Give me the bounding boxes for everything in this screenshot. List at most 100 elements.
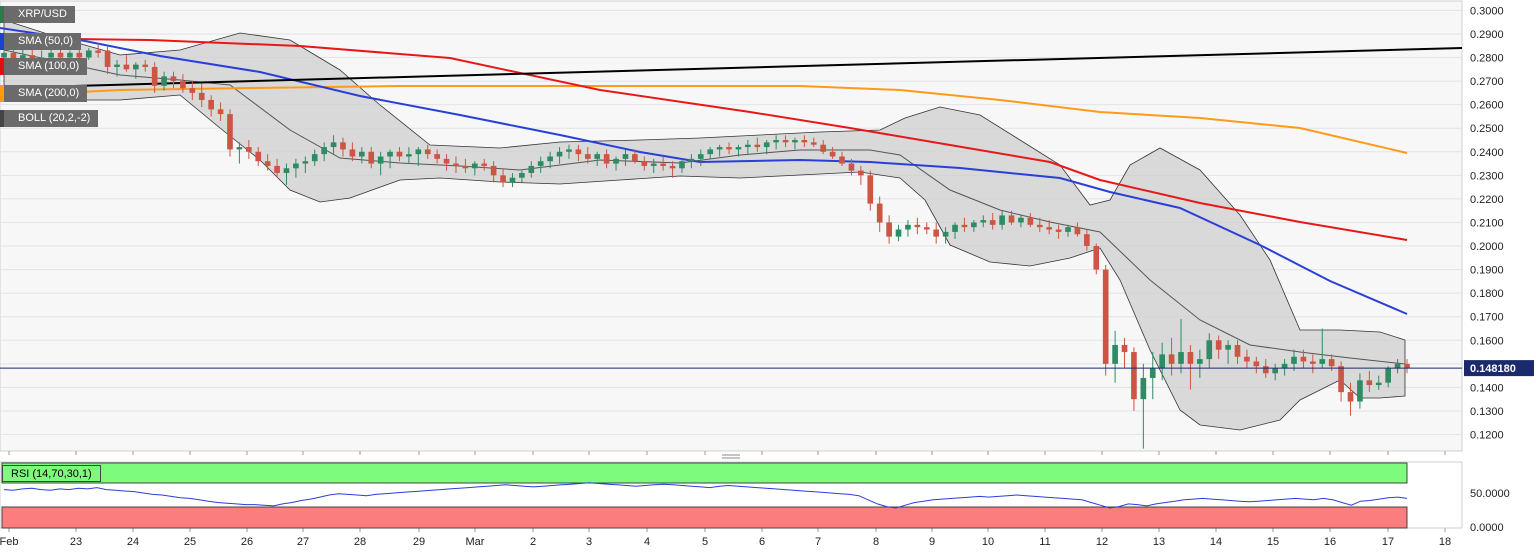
legend-boll[interactable]: BOLL (20,2,-2) — [0, 110, 99, 127]
x-tick-label: 23 — [70, 536, 82, 548]
candle-body — [999, 215, 1005, 225]
candle-body — [1036, 224, 1043, 228]
rsi-legend[interactable]: RSI (14,70,30,1) — [2, 465, 101, 482]
current-price-label: 0.148180 — [1470, 363, 1516, 375]
candle-body — [1187, 352, 1194, 364]
legend-xrp-usd[interactable]: XRP/USD — [0, 6, 75, 23]
x-tick-label: 6 — [759, 536, 765, 548]
candle-body — [227, 114, 233, 150]
candle-body — [641, 161, 648, 166]
y-tick-label: 0.1900 — [1470, 265, 1504, 277]
legend-sma-200[interactable]: SMA (200,0) — [0, 85, 88, 102]
candle-body — [10, 52, 17, 63]
candle-body — [104, 50, 111, 67]
candle-body — [1131, 352, 1137, 400]
candle-body — [368, 151, 375, 164]
candle-body — [330, 142, 337, 148]
candle-body — [340, 142, 346, 150]
candle-body — [1149, 368, 1156, 378]
legend-label: SMA (100,0) — [18, 60, 80, 72]
candle-body — [971, 222, 977, 228]
rsi-oversold-zone — [1, 506, 1408, 529]
x-tick-label: 10 — [982, 536, 994, 548]
candle-body — [1018, 217, 1024, 223]
candle-body — [782, 140, 789, 143]
y-tick-label: 0.3000 — [1470, 5, 1504, 17]
legend-label: SMA (200,0) — [18, 87, 80, 99]
x-tick-label: 8 — [873, 536, 879, 548]
candle-body — [905, 224, 911, 230]
candle-body — [1084, 234, 1090, 247]
candle-body — [876, 203, 883, 223]
x-tick-label: 26 — [241, 536, 253, 548]
candle-body — [453, 163, 459, 166]
candle-body — [1319, 359, 1326, 364]
candle-body — [170, 76, 177, 82]
candle-body — [1178, 352, 1184, 364]
legend-label: BOLL (20,2,-2) — [18, 112, 91, 124]
x-tick-label: 11 — [1039, 536, 1050, 548]
candle-body — [735, 147, 742, 150]
candle-body — [1027, 217, 1034, 225]
candle-body — [387, 151, 393, 157]
candle-body — [688, 158, 695, 162]
candle-body — [1159, 354, 1166, 369]
candle-body — [1206, 340, 1213, 360]
x-tick-label: 16 — [1324, 536, 1336, 548]
candle-body — [1244, 356, 1250, 362]
candle-body — [726, 147, 732, 150]
candle-body — [208, 99, 214, 110]
candle-body — [1121, 344, 1128, 353]
candle-body — [556, 151, 563, 157]
legend-sma-50[interactable]: SMA (50,0) — [0, 33, 82, 50]
current-price-label-bg — [1464, 360, 1534, 377]
candle-body — [594, 154, 601, 159]
candle-body — [603, 154, 610, 164]
candle-body — [1225, 344, 1231, 350]
y-tick-label: 0.2900 — [1470, 29, 1504, 41]
candle-body — [424, 149, 431, 155]
candle-body — [1375, 382, 1382, 386]
x-tick-label: 3 — [586, 536, 592, 548]
candle-body — [745, 144, 751, 148]
x-tick-label: 9 — [929, 536, 935, 548]
candle-body — [1281, 363, 1288, 369]
legend-sma-100[interactable]: SMA (100,0) — [0, 58, 88, 75]
x-tick-label: 2 — [530, 536, 536, 548]
candle-body — [895, 229, 902, 237]
candle-body — [471, 163, 478, 169]
candle-body — [274, 165, 280, 173]
candle-body — [575, 149, 582, 155]
x-tick-label: 27 — [297, 536, 309, 548]
x-tick-label: 25 — [184, 536, 196, 548]
candle-body — [923, 227, 930, 230]
candle-body — [1385, 368, 1391, 383]
sma-100-line — [0, 37, 1408, 241]
legend-label: SMA (50,0) — [18, 35, 74, 47]
candle-body — [566, 149, 572, 152]
candle-body — [810, 142, 817, 145]
candle-body — [283, 168, 290, 173]
candle-body — [961, 224, 968, 228]
y-tick-label: 0.2800 — [1470, 53, 1504, 65]
y-tick-label: 0.2500 — [1470, 123, 1504, 135]
y-tick-label: 0.2700 — [1470, 76, 1504, 88]
candle-body — [763, 142, 770, 148]
candle-body — [151, 66, 158, 86]
candle-body — [1253, 361, 1260, 367]
candle-body — [933, 229, 940, 237]
candle-body — [1272, 368, 1278, 374]
candle-body — [867, 175, 874, 204]
candle-body — [161, 76, 167, 86]
sma-200-line — [0, 85, 1408, 154]
rsi-tick-label: 50.0000 — [1470, 488, 1510, 500]
candle-body — [519, 172, 525, 178]
candle-body — [754, 144, 761, 148]
x-tick-label: 17 — [1382, 536, 1394, 548]
candle-body — [481, 163, 488, 166]
candle-body — [697, 154, 704, 159]
candle-body — [886, 222, 892, 237]
candle-body — [848, 163, 855, 171]
y-tick-label: 0.1800 — [1470, 288, 1504, 300]
